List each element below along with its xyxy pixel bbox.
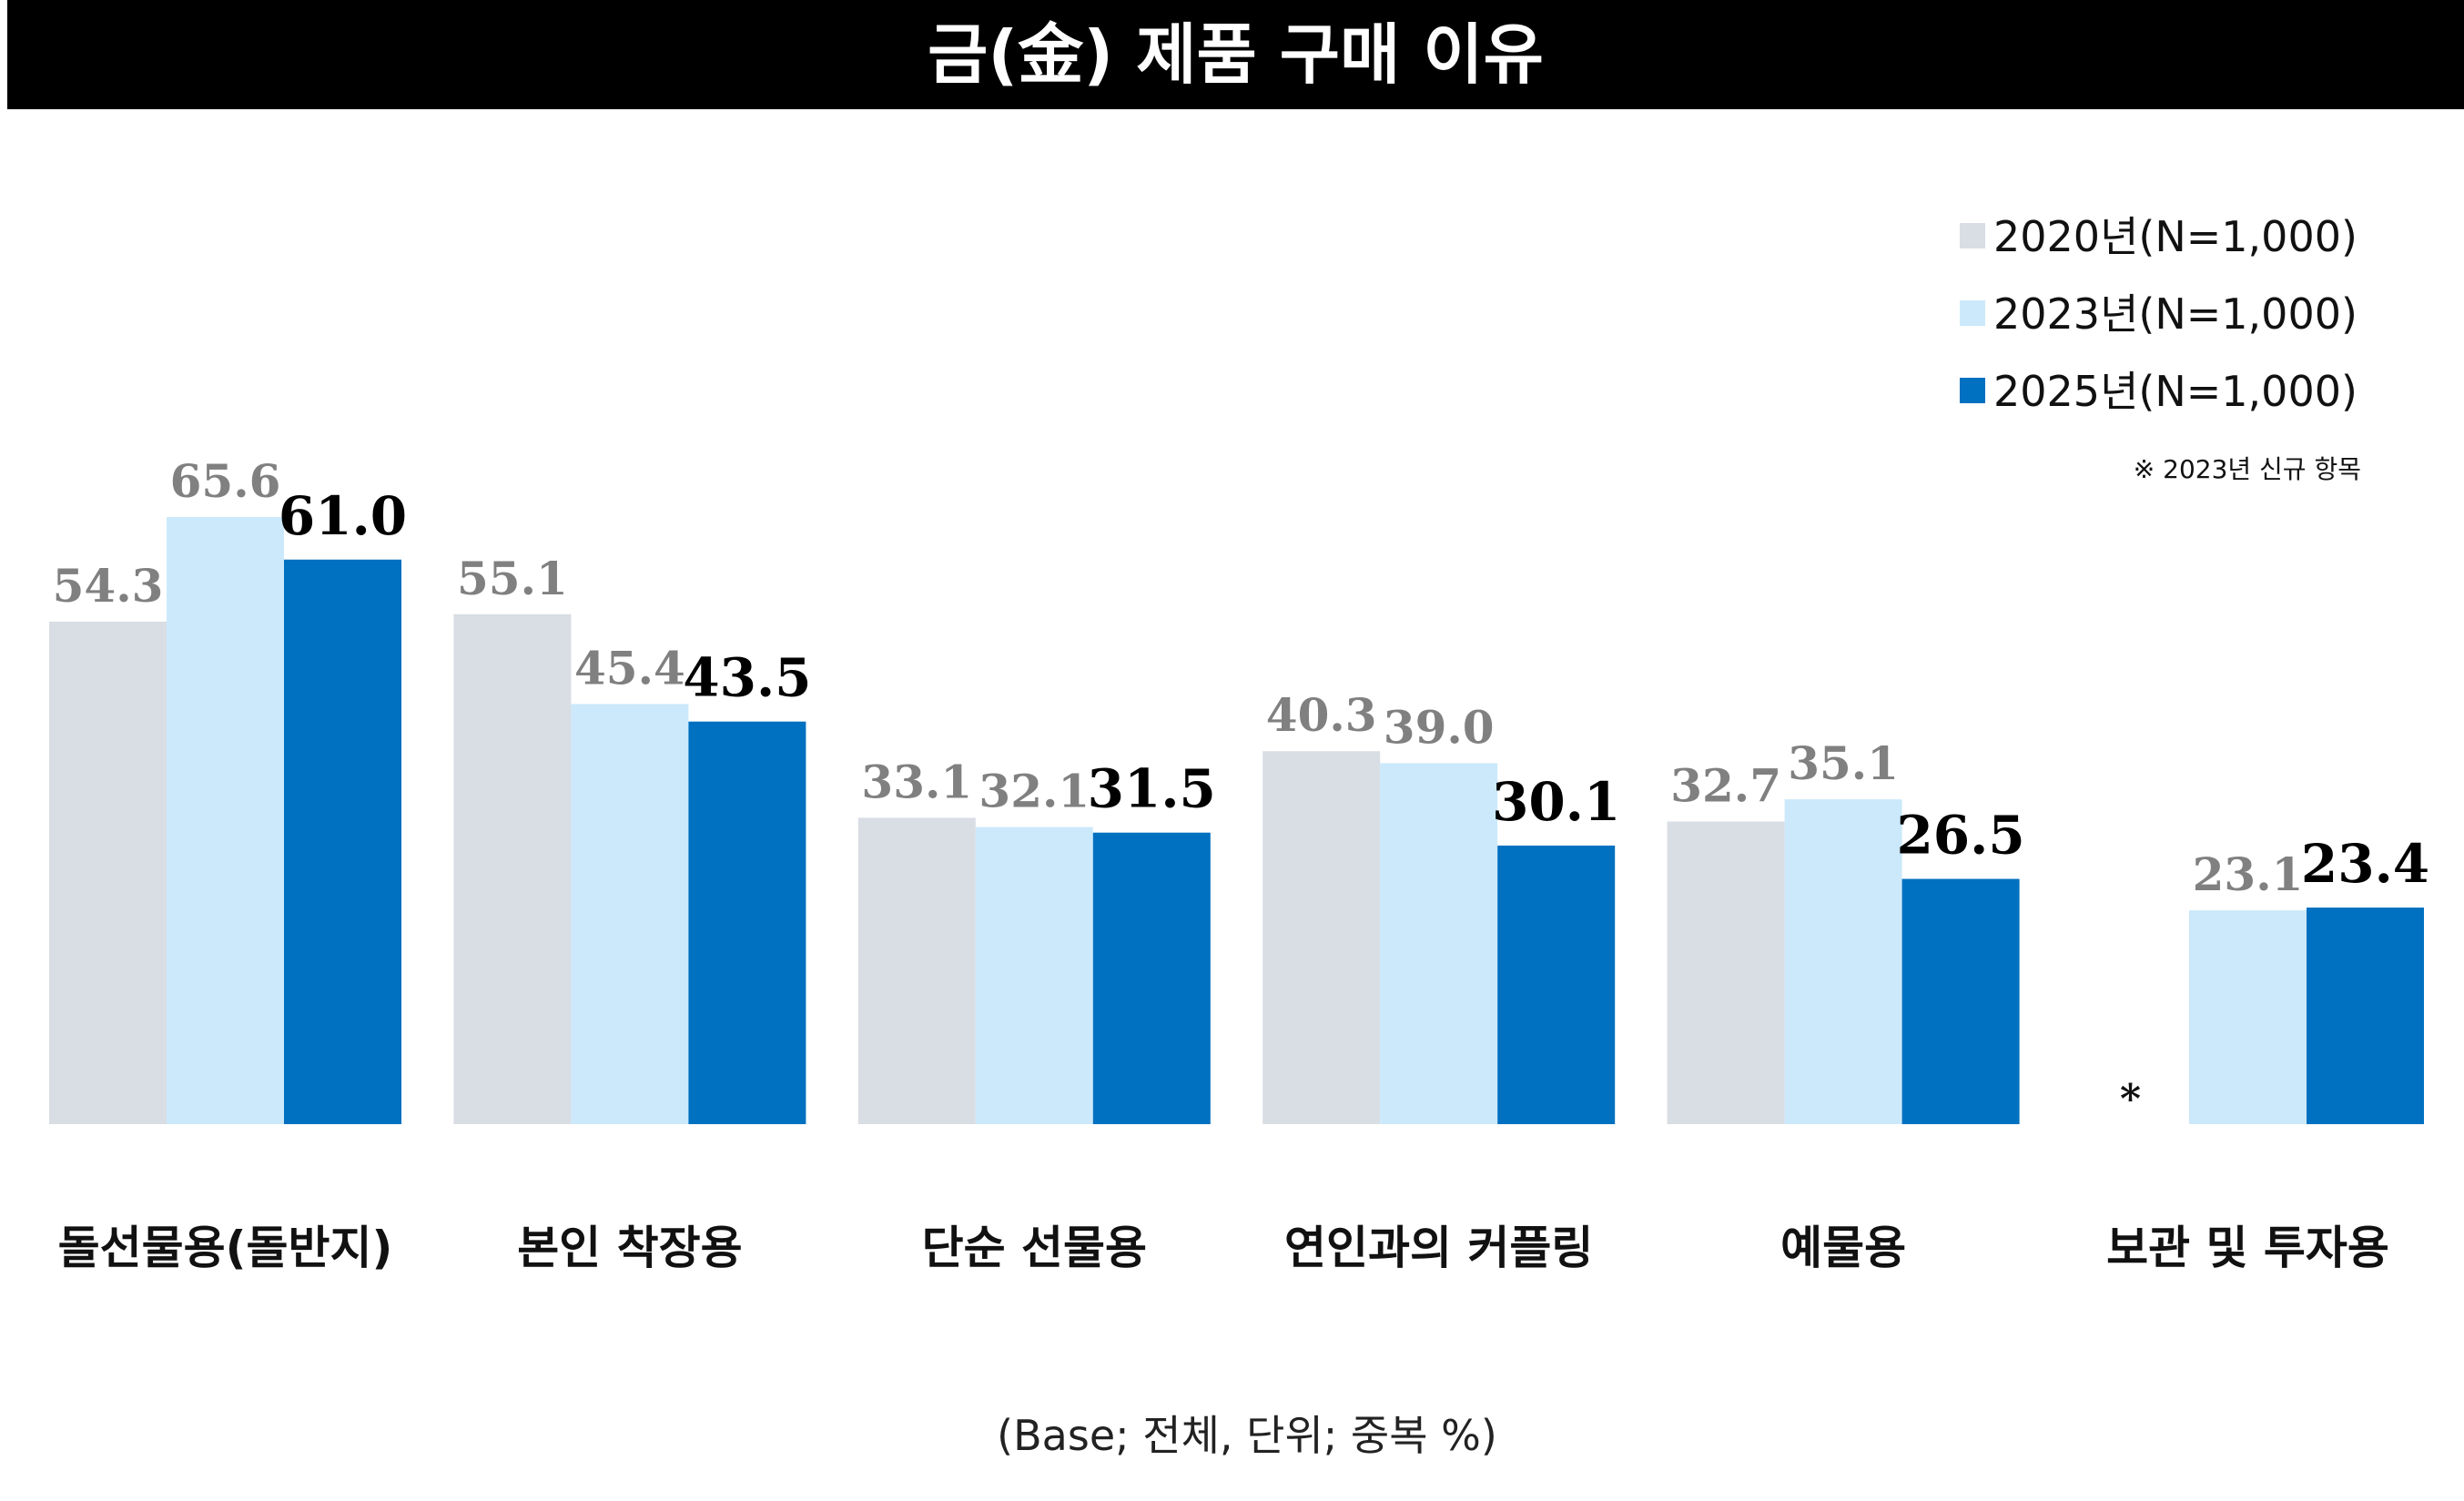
bar: [688, 721, 806, 1124]
bar: [1667, 821, 1785, 1124]
bar: [975, 827, 1093, 1124]
bars-group: [49, 517, 2424, 1124]
category-label: 보관 및 투자용: [2106, 1222, 2389, 1274]
bar: [1380, 763, 1498, 1124]
data-label: 33.1: [861, 755, 972, 808]
value-labels-group: 54.365.661.0 55.145.443.5 33.1 32.131.5 40.3…: [53, 454, 2430, 1122]
bar: [571, 704, 689, 1124]
category-label: 본인 착장용: [517, 1222, 742, 1274]
legend-swatch: [1960, 223, 1985, 248]
data-label: 23.1: [2193, 847, 2304, 901]
bar: [2307, 908, 2424, 1124]
bar: [453, 614, 572, 1124]
data-label: 65.6: [170, 454, 281, 508]
bar: [1784, 799, 1902, 1124]
legend: 2020년(N=1,000) 2023년(N=1,000) 2025년(N=1,00…: [1960, 212, 2358, 416]
legend-swatch: [1960, 378, 1985, 403]
data-label: 40.3: [1266, 688, 1377, 742]
base-note: (Base; 전체, 단위; 중복 %): [997, 1411, 1497, 1460]
chart-title: 금(金) 제품 구매 이유: [928, 16, 1544, 93]
bar: [1262, 751, 1381, 1124]
bar: [1497, 845, 1616, 1124]
title-bar: 금(金) 제품 구매 이유: [7, 0, 2464, 109]
new-item-note: ※ 2023년 신규 항목: [2134, 454, 2361, 484]
category-labels-group: 돌선물용(돌반지) 본인 착장용 단순 선물용 연인과의 커플링 예물용 보관 및 투자용: [58, 1222, 2389, 1274]
data-label: 61.0: [279, 485, 407, 547]
data-label: 54.3: [53, 559, 164, 613]
legend-label: 2020년(N=1,000): [1993, 212, 2358, 261]
bar: [49, 621, 167, 1124]
bar: [284, 559, 401, 1124]
bar: [1092, 832, 1211, 1124]
data-label: 35.1: [1788, 736, 1899, 790]
missing-value-marker: *: [2120, 1076, 2141, 1122]
data-label: 55.1: [457, 552, 568, 605]
data-label: 32.7: [1670, 759, 1781, 813]
category-label: 단순 선물용: [922, 1222, 1147, 1274]
data-label: 32.1: [979, 765, 1090, 818]
bar: [2189, 910, 2307, 1124]
data-label: 43.5: [683, 647, 811, 709]
bar: [857, 817, 976, 1124]
legend-label: 2025년(N=1,000): [1993, 367, 2358, 416]
category-label: 예물용: [1780, 1222, 1906, 1274]
data-label: 30.1: [1492, 771, 1620, 833]
data-label: 26.5: [1896, 805, 2024, 867]
data-label: 23.4: [2301, 833, 2429, 895]
data-label: 45.4: [574, 641, 685, 695]
bar: [1901, 878, 2020, 1124]
data-label: 39.0: [1384, 700, 1495, 754]
legend-label: 2023년(N=1,000): [1993, 289, 2358, 339]
bar: [167, 517, 284, 1124]
data-label: 31.5: [1088, 758, 1216, 820]
legend-swatch: [1960, 300, 1985, 326]
category-label: 연인과의 커플링: [1284, 1222, 1593, 1274]
category-label: 돌선물용(돌반지): [58, 1222, 393, 1274]
